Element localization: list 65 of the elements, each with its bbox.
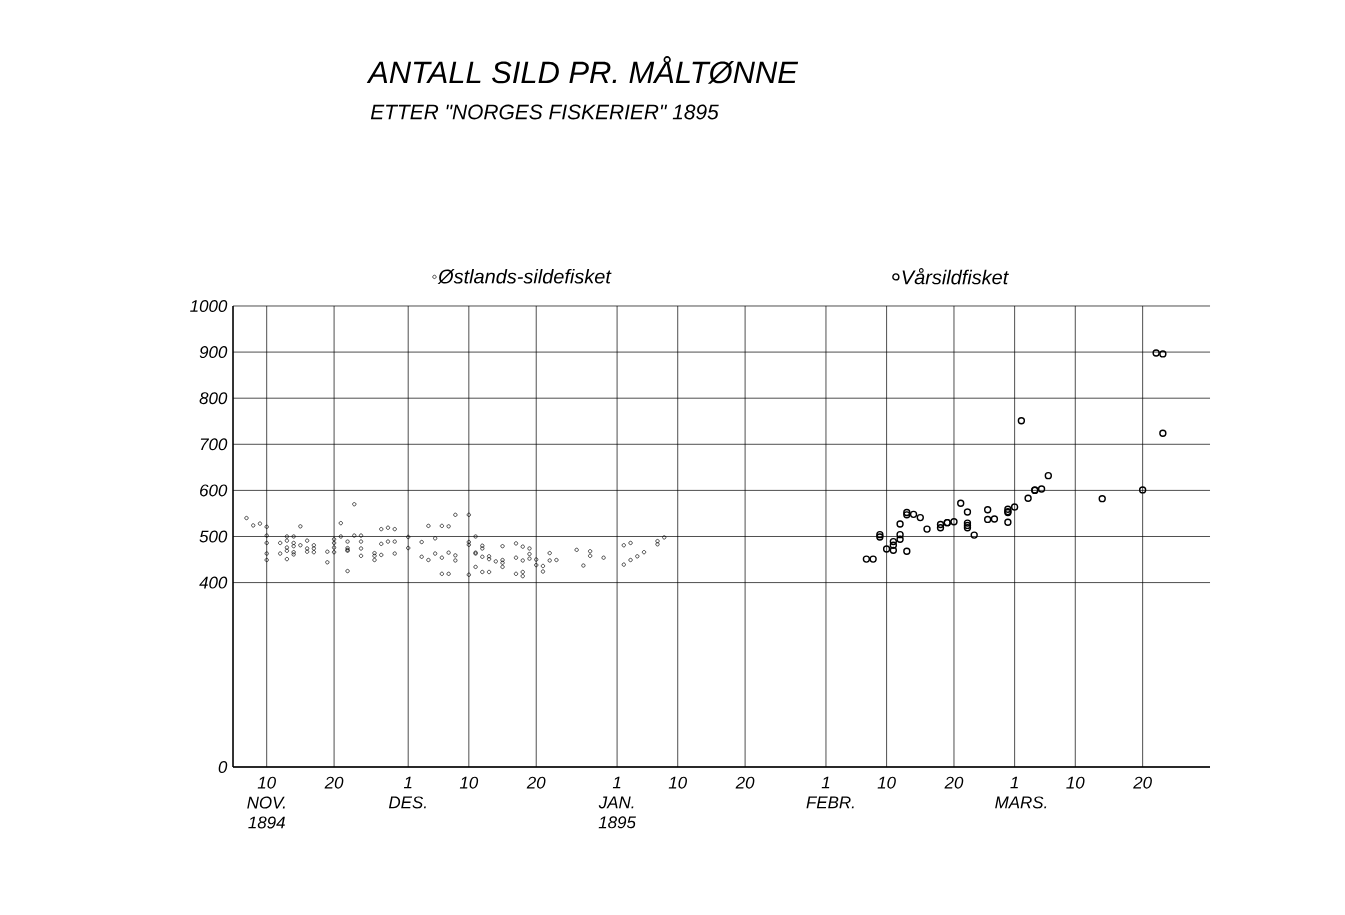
x-tick-label: 1 MARS.	[995, 776, 1047, 809]
point	[862, 555, 871, 563]
point	[1024, 494, 1032, 502]
x-tick-label: 10 NOV. 1894	[247, 776, 285, 829]
y-tick-label: 400	[199, 576, 228, 589]
x-tick-label: 1 FEBR.	[806, 776, 854, 809]
point	[1010, 503, 1019, 511]
x-tick-label: 20	[1133, 776, 1152, 789]
point	[896, 530, 904, 539]
x-tick-label: 10	[459, 776, 479, 789]
point	[889, 541, 898, 549]
point	[1159, 429, 1167, 437]
y-tick-label: 700	[200, 438, 228, 451]
point	[983, 506, 992, 514]
y-tick-label: 800	[199, 392, 228, 405]
x-tick-label: 20	[324, 776, 344, 789]
point	[1004, 518, 1012, 526]
x-tick-label: 1 JAN. 1895	[598, 776, 636, 829]
point	[876, 530, 884, 539]
legend-label: Østlands-sildefisket	[437, 268, 612, 284]
x-tick-label: 10	[1066, 776, 1085, 789]
y-tick-label: 0	[218, 761, 228, 773]
y-tick-label: 500	[199, 530, 228, 543]
point	[889, 537, 898, 546]
point	[903, 547, 911, 555]
chart-title: ANTALL SILD PR. MÅLTØNNE	[366, 56, 799, 84]
point	[889, 546, 898, 555]
point	[1138, 486, 1147, 494]
x-tick-label: 20	[526, 776, 546, 789]
point	[1044, 471, 1052, 480]
point	[983, 515, 992, 524]
point	[963, 521, 972, 530]
chart-subtitle: ETTER "NORGES FISKERIER" 1895	[370, 104, 719, 120]
point	[1017, 417, 1026, 425]
point	[876, 533, 884, 541]
point	[923, 525, 931, 533]
x-tick-label: 20	[735, 776, 755, 789]
point	[1159, 350, 1167, 358]
point	[1152, 349, 1160, 357]
point	[936, 520, 945, 529]
point	[903, 511, 911, 519]
point	[1037, 485, 1046, 493]
point	[882, 545, 891, 553]
y-tick-label: 900	[199, 346, 228, 359]
point	[909, 510, 918, 519]
point	[1098, 495, 1106, 503]
x-tick-label: 20	[944, 776, 964, 789]
point	[916, 513, 924, 522]
point	[950, 518, 958, 526]
x-tick-label: 10	[668, 776, 687, 789]
x-tick-label: 1 DES.	[388, 776, 426, 809]
point	[970, 531, 978, 539]
y-tick-label: 1000	[190, 299, 228, 312]
legend-label: Vårsildfisket	[902, 268, 1009, 285]
point	[869, 555, 877, 563]
point	[896, 520, 904, 528]
point	[957, 499, 965, 507]
point	[963, 508, 972, 516]
y-tick-label: 600	[200, 484, 228, 497]
x-tick-label: 10	[877, 776, 896, 789]
point	[936, 524, 945, 532]
point	[990, 515, 999, 523]
point	[1004, 505, 1012, 513]
point	[896, 535, 904, 543]
point	[903, 508, 911, 517]
